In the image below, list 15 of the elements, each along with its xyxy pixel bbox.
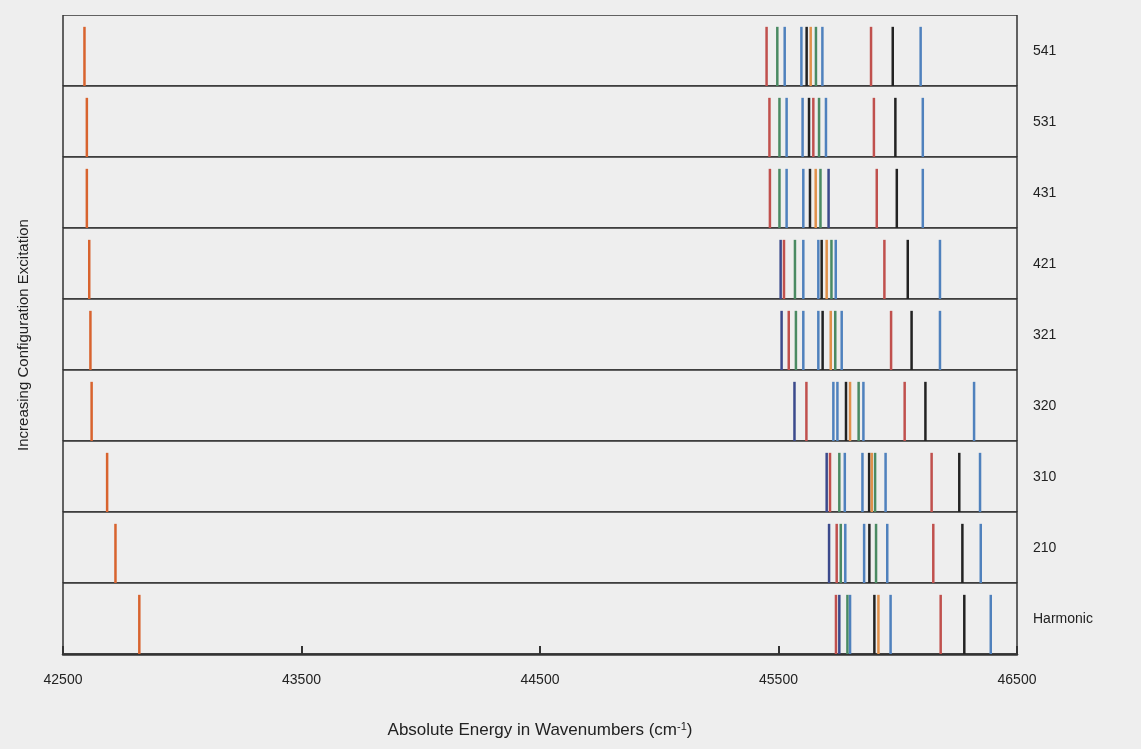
y-axis-title: Increasing Configuration Excitation: [13, 218, 31, 451]
text: 310: [1033, 467, 1057, 484]
x-tick-label: 45500: [759, 671, 799, 687]
text: 421: [1033, 254, 1057, 271]
text: 321: [1033, 325, 1057, 342]
text: 210: [1033, 538, 1057, 555]
text: 320: [1033, 396, 1057, 413]
text: 541: [1033, 41, 1057, 58]
x-tick-label: 44500: [520, 671, 560, 687]
x-tick-label: 43500: [282, 671, 322, 687]
x-tick-label: 42500: [43, 671, 83, 687]
x-tick-label: 46500: [997, 671, 1037, 687]
text: 431: [1033, 183, 1057, 200]
text: 531: [1033, 112, 1057, 129]
text: Harmonic: [1033, 609, 1093, 626]
